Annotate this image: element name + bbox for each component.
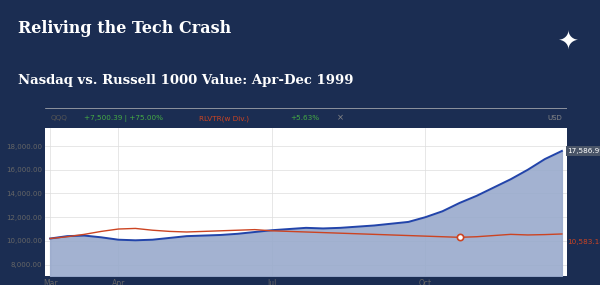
Text: Nasdaq vs. Russell 1000 Value: Apr-Dec 1999: Nasdaq vs. Russell 1000 Value: Apr-Dec 1… [18,74,353,87]
Text: RLVTR(w Div.): RLVTR(w Div.) [199,115,249,121]
Text: +5.63%: +5.63% [290,115,319,121]
Text: QQQ: QQQ [50,115,67,121]
Text: ✦: ✦ [558,31,579,55]
Text: ×: × [337,114,344,123]
Text: 10,583.18: 10,583.18 [568,239,600,245]
Text: Reliving the Tech Crash: Reliving the Tech Crash [18,20,231,37]
Text: +7,500.39 | +75.00%: +7,500.39 | +75.00% [84,115,163,122]
Text: 17,586.99: 17,586.99 [568,148,600,154]
Text: USD: USD [547,115,562,121]
